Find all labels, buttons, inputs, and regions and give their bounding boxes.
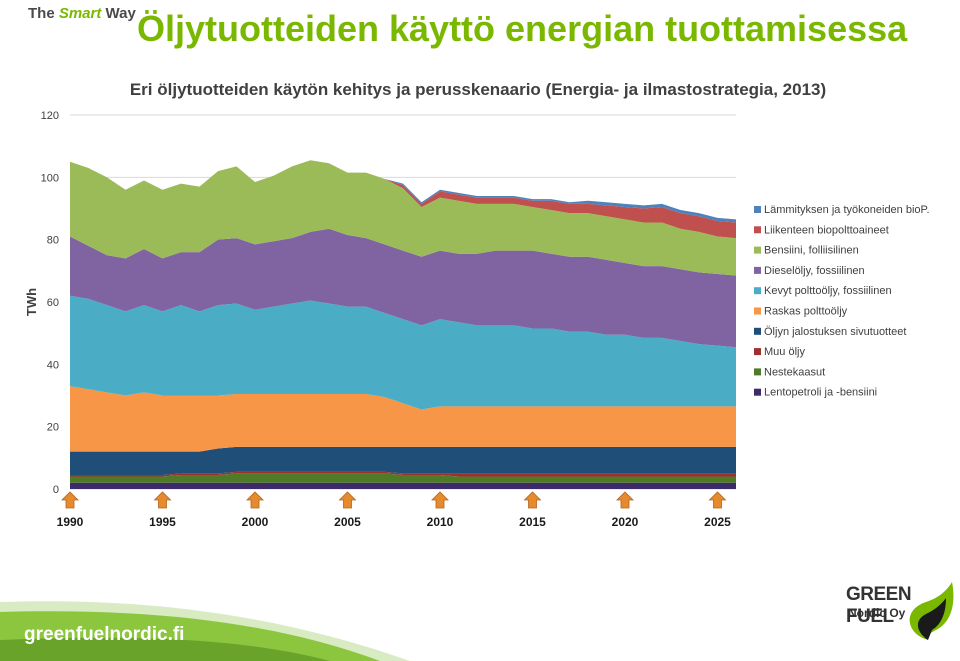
legend-entry: Kevyt polttoöljy, fossiilinen [764, 285, 892, 297]
y-tick-label: 100 [41, 172, 59, 184]
year-marker-arrow [153, 491, 172, 509]
logo-line1: GREEN FUEL [846, 584, 912, 627]
x-tick-label: 1995 [149, 515, 176, 529]
legend-swatch [754, 368, 761, 376]
footer-band [0, 601, 410, 661]
logo-line2: Nordic Oy [848, 606, 906, 620]
leaf-icon [909, 582, 954, 640]
legend-entry: Lämmityksen ja työkoneiden bioP. [764, 204, 930, 216]
footer-url: greenfuelnordic.fi [24, 624, 185, 645]
x-tick-label: 2010 [427, 515, 454, 529]
legend-entry: Nestekaasut [764, 366, 825, 378]
company-logo: GREEN FUEL Nordic Oy [846, 582, 956, 644]
legend-swatch [754, 246, 761, 254]
x-tick-label: 2000 [242, 515, 269, 529]
y-tick-label: 20 [47, 422, 59, 434]
area-series-3 [70, 446, 736, 475]
y-tick-label: 120 [41, 110, 59, 122]
area-series-5 [70, 295, 736, 410]
legend-entry: Bensiini, folliisilinen [764, 245, 859, 257]
area-series-1 [70, 473, 736, 483]
year-marker-arrow [338, 491, 357, 509]
legend-entry: Öljyn jalostuksen sivutuotteet [764, 326, 906, 338]
y-tick-label: 60 [47, 297, 59, 309]
y-axis-label: TWh [24, 288, 39, 316]
legend-entry: Lentopetroli ja -bensiini [764, 387, 877, 399]
x-tick-label: 1990 [57, 515, 84, 529]
x-tick-label: 2020 [612, 515, 639, 529]
year-marker-arrow [61, 491, 79, 509]
area-series-4 [70, 386, 736, 452]
legend-swatch [754, 327, 761, 335]
year-marker-arrow [616, 491, 634, 509]
legend-swatch [754, 266, 761, 274]
area-series-6 [70, 228, 736, 348]
brand-emphasis: Smart [58, 5, 102, 22]
legend-entry: Liikenteen biopolttoaineet [764, 224, 889, 236]
x-tick-label: 2025 [704, 515, 731, 529]
year-marker-arrow [431, 491, 449, 509]
area-series-0 [70, 482, 736, 489]
brand-suffix: Way [105, 5, 136, 22]
legend-entry: Raskas polttoöljy [764, 306, 848, 318]
year-marker-arrow [246, 491, 264, 509]
brand-tagline: The Smart Way [28, 5, 136, 22]
year-marker-arrow [708, 491, 727, 509]
brand-prefix: The [28, 5, 55, 22]
legend-swatch [754, 226, 761, 234]
year-marker-arrow [523, 491, 542, 509]
page-title: Öljytuotteiden käyttö energian tuottamis… [137, 8, 908, 49]
legend-swatch [754, 307, 761, 315]
legend-swatch [754, 206, 761, 213]
legend-swatch [754, 287, 761, 295]
area-series-7 [70, 160, 736, 276]
chart-title: Eri öljytuotteiden käytön kehitys ja per… [130, 80, 826, 99]
y-tick-label: 40 [47, 359, 59, 371]
legend-swatch [754, 348, 761, 356]
x-tick-label: 2015 [519, 515, 546, 529]
legend-entry: Dieselöljy, fossiilinen [764, 265, 865, 277]
x-tick-label: 2005 [334, 515, 361, 529]
legend-entry: Muu öljy [764, 346, 805, 358]
y-tick-label: 0 [53, 484, 59, 496]
legend-swatch [754, 388, 761, 396]
area-series-2 [70, 471, 736, 477]
y-tick-label: 80 [47, 235, 59, 247]
